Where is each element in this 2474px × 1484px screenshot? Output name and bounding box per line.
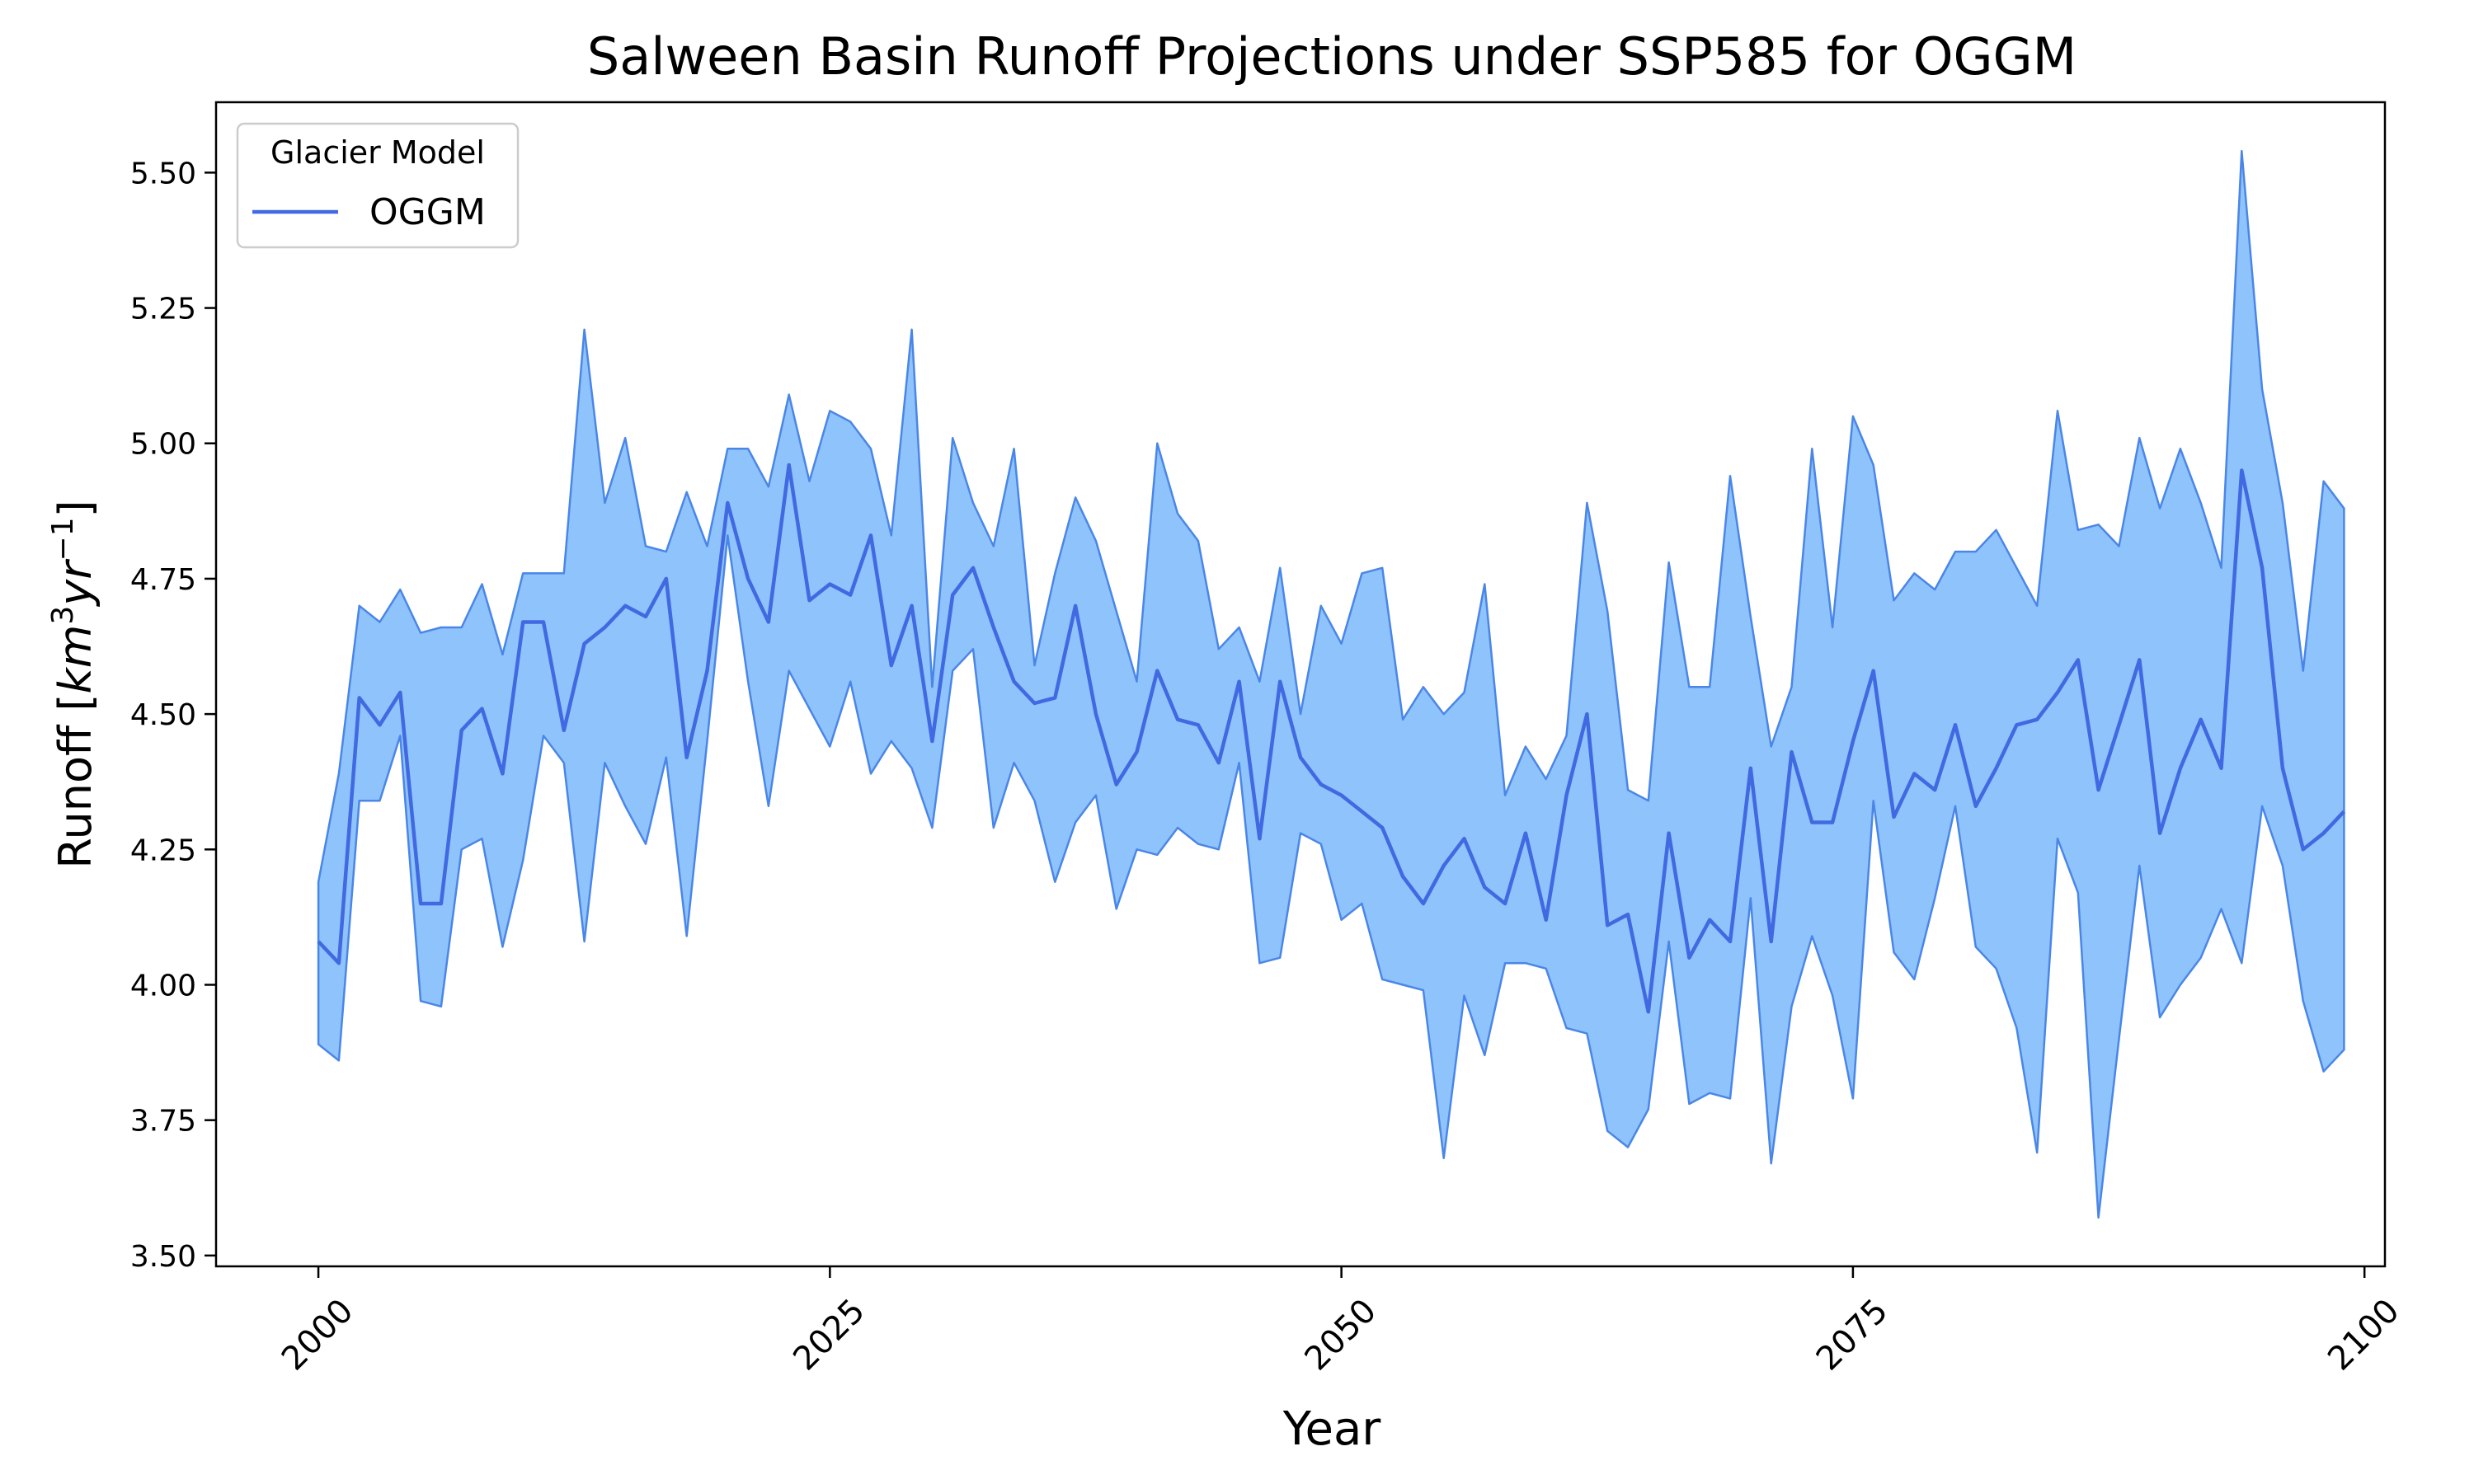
y-label-unit-km: km [49, 625, 101, 694]
x-tick-label: 2100 [2321, 1292, 2407, 1378]
y-tick-label: 4.50 [130, 698, 196, 732]
y-tick-label: 4.75 [130, 563, 196, 597]
y-tick-label: 4.25 [130, 834, 196, 867]
legend-entry-oggm: OGGM [369, 191, 486, 233]
y-label-close: ] [49, 500, 101, 517]
x-tick-label: 2000 [275, 1292, 361, 1378]
x-tick-label: 2025 [786, 1292, 872, 1378]
y-tick-label: 5.00 [130, 428, 196, 462]
y-axis-label: Runoff [km3yr−1] [46, 500, 101, 868]
x-tick-label: 2050 [1298, 1292, 1385, 1378]
y-tick-label: 3.50 [130, 1240, 196, 1274]
y-tick-label: 3.75 [130, 1105, 196, 1139]
legend-title: Glacier Model [270, 134, 485, 171]
x-tick-label: 2075 [1809, 1292, 1896, 1378]
y-tick-label: 5.25 [130, 293, 196, 326]
plot-area [317, 149, 2346, 1219]
y-label-main: Runoff [ [49, 694, 101, 869]
y-label-unit-yr: yr [49, 559, 101, 608]
y-label-exp-neg1: −1 [46, 518, 80, 561]
axes-frame [214, 101, 2387, 1268]
y-tick-label: 5.50 [130, 157, 196, 190]
y-tick-label: 4.00 [130, 969, 196, 1003]
y-label-exp-3: 3 [46, 606, 80, 625]
chart-title: Salween Basin Runoff Projections under S… [587, 26, 2077, 87]
x-axis: 2000 2025 2050 2075 2100 [275, 1266, 2407, 1378]
legend-box [236, 122, 520, 249]
runoff-range-band [317, 149, 2345, 1219]
legend: Glacier Model OGGM [236, 122, 520, 249]
x-axis-label: Year [1282, 1402, 1382, 1456]
series-line-oggm [317, 463, 2346, 1014]
y-axis: 3.50 3.75 4.00 4.25 4.50 4.75 5.00 5.25 5.50 [130, 157, 216, 1274]
